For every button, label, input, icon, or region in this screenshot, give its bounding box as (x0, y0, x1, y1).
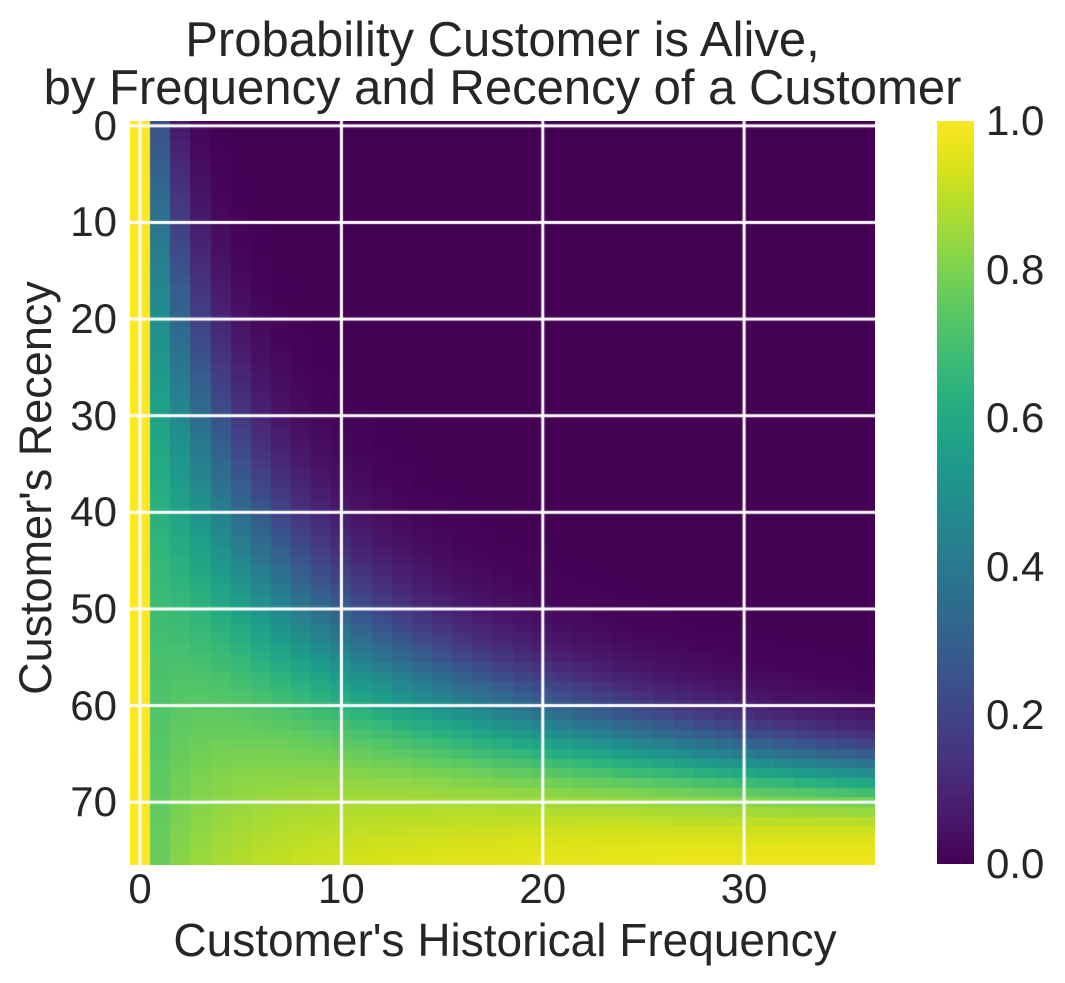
y-axis-label: Customer's Recency (9, 281, 61, 695)
colorbar-tick-label: 0.4 (986, 542, 1045, 590)
chart-title: Probability Customer is Alive, by Freque… (0, 13, 1005, 115)
colorbar-tick-label: 0.0 (986, 840, 1045, 887)
colorbar (937, 121, 974, 864)
y-tick-label: 40 (70, 488, 117, 536)
x-tick-label: 20 (519, 865, 567, 912)
y-tick-label: 50 (70, 584, 117, 632)
chart-title-line1: Probability Customer is Alive, (185, 13, 820, 67)
y-tick-label: 60 (70, 681, 117, 729)
x-tick-label: 10 (318, 865, 365, 912)
x-axis-label: Customer's Historical Frequency (173, 914, 837, 966)
chart-title-line2: by Frequency and Recency of a Customer (43, 61, 962, 115)
y-tick-label: 70 (70, 778, 117, 826)
y-tick-label: 10 (70, 198, 117, 246)
x-tick-label: 30 (720, 865, 768, 912)
colorbar-tick-label: 0.8 (986, 245, 1045, 293)
colorbar-tick-label: 0.6 (986, 394, 1045, 442)
x-tick-label: 0 (128, 865, 152, 912)
y-tick-label: 0 (93, 101, 117, 149)
colorbar-tick-label: 0.2 (986, 691, 1045, 739)
heatmap-plot (130, 121, 875, 865)
y-tick-label: 30 (70, 391, 117, 439)
y-tick-label: 20 (70, 295, 117, 343)
colorbar-tick-label: 1.0 (986, 97, 1045, 144)
